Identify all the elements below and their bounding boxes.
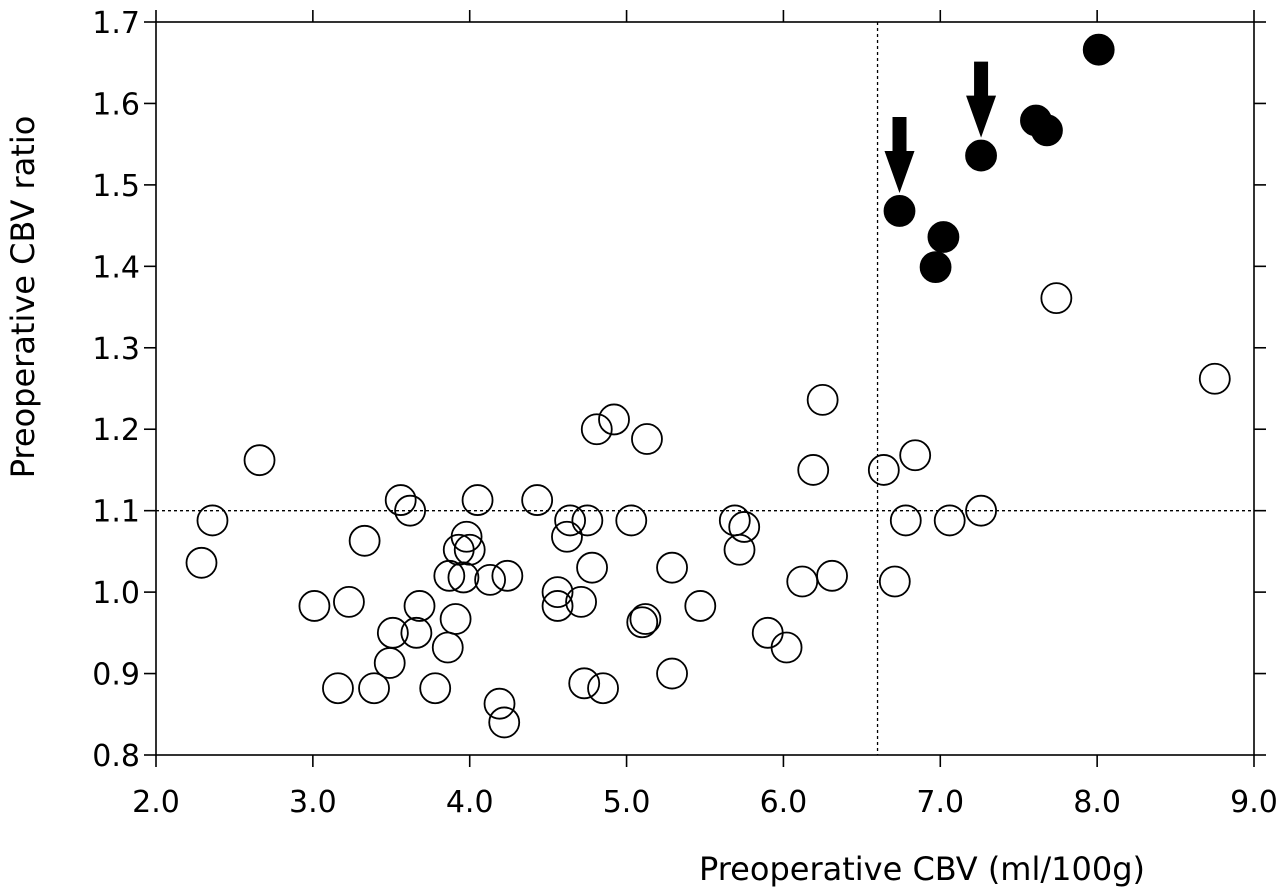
filled-data-point (919, 251, 952, 284)
open-data-point (615, 504, 648, 537)
open-data-point (439, 603, 472, 635)
open-data-point (806, 384, 839, 416)
down-arrow-icon (966, 61, 997, 138)
open-data-point (461, 484, 494, 516)
y-tick-label: 0.9 (92, 658, 140, 693)
open-data-point (554, 504, 587, 537)
open-data-point (384, 484, 417, 516)
y-tick-label: 1.5 (92, 169, 140, 204)
filled-data-point (927, 221, 960, 253)
open-data-point (541, 590, 574, 622)
open-data-point (568, 667, 601, 700)
open-data-point (933, 504, 966, 537)
open-data-point (576, 551, 608, 584)
x-tick-label: 3.0 (289, 785, 337, 820)
open-data-point (656, 657, 688, 690)
open-data-point (521, 484, 554, 516)
open-data-point (684, 590, 717, 622)
x-tick-label: 5.0 (603, 785, 651, 820)
x-tick-label: 9.0 (1230, 785, 1278, 820)
open-data-point (333, 585, 365, 618)
open-data-point (450, 520, 483, 553)
open-data-point (1198, 362, 1231, 395)
open-data-point (580, 413, 613, 446)
y-tick-label: 1.7 (92, 6, 140, 41)
data-points (185, 33, 1231, 739)
open-data-point (889, 504, 922, 537)
filled-data-point (883, 195, 916, 227)
open-data-point (185, 546, 218, 579)
filled-data-point (1082, 33, 1115, 66)
open-data-point (488, 706, 521, 739)
x-tick-label: 2.0 (132, 785, 180, 820)
open-data-point (358, 672, 390, 705)
open-data-point (419, 672, 452, 705)
open-data-point (196, 504, 229, 537)
open-data-point (1040, 282, 1073, 314)
open-data-point (403, 590, 436, 622)
x-tick-label: 4.0 (446, 785, 494, 820)
down-arrow-icon (884, 116, 915, 193)
y-tick-label: 1.1 (92, 495, 140, 530)
open-data-point (474, 563, 507, 596)
y-tick-label: 1.4 (92, 250, 140, 285)
open-data-point (348, 524, 381, 557)
open-data-point (629, 603, 662, 635)
y-axis-title: Preoperative CBV ratio (4, 116, 42, 479)
open-data-point (394, 494, 427, 527)
open-data-point (400, 616, 433, 649)
y-tick-label: 1.2 (92, 413, 140, 448)
open-data-point (565, 585, 597, 618)
open-data-point (965, 494, 997, 527)
open-data-point (483, 687, 516, 720)
open-data-point (373, 647, 406, 679)
y-tick-label: 1.0 (92, 576, 140, 611)
x-tick-label: 8.0 (1073, 785, 1121, 820)
open-data-point (770, 631, 803, 664)
open-data-point (243, 444, 276, 477)
open-data-point (587, 672, 619, 705)
filled-data-point (965, 139, 997, 172)
open-data-point (728, 511, 761, 543)
annotation-arrows (884, 61, 997, 193)
open-data-point (453, 533, 486, 566)
y-tick-label: 1.3 (92, 332, 140, 367)
x-axis-title: Preoperative CBV (ml/100g) (699, 850, 1145, 888)
plot-frame (155, 21, 1255, 756)
open-data-point (626, 606, 659, 639)
x-tick-label: 6.0 (760, 785, 808, 820)
open-data-point (816, 559, 848, 592)
axis-ticks: 2.0 3.0 4.0 5.0 6.0 7.0 8.0 9.0 0.8 0.9 1.0 1.1 1.2 1… (92, 6, 1278, 820)
open-data-point (656, 551, 688, 584)
open-data-point (867, 454, 900, 486)
open-data-point (322, 672, 354, 705)
open-data-point (376, 616, 409, 649)
open-data-point (631, 423, 663, 455)
filled-data-point (1031, 114, 1063, 147)
open-data-point (551, 520, 583, 553)
reference-lines (156, 22, 1254, 755)
open-data-point (797, 454, 830, 486)
open-data-point (431, 631, 464, 664)
open-data-point (878, 565, 911, 598)
open-data-point (786, 565, 819, 598)
open-data-point (447, 561, 480, 594)
open-data-point (571, 504, 604, 537)
x-tick-label: 7.0 (916, 785, 964, 820)
open-data-point (723, 533, 756, 566)
open-data-point (899, 439, 932, 472)
open-data-point (541, 576, 574, 609)
open-data-point (491, 559, 524, 592)
y-tick-label: 0.8 (92, 739, 140, 774)
open-data-point (298, 590, 331, 622)
y-tick-label: 1.6 (92, 87, 140, 122)
open-data-point (598, 403, 630, 436)
